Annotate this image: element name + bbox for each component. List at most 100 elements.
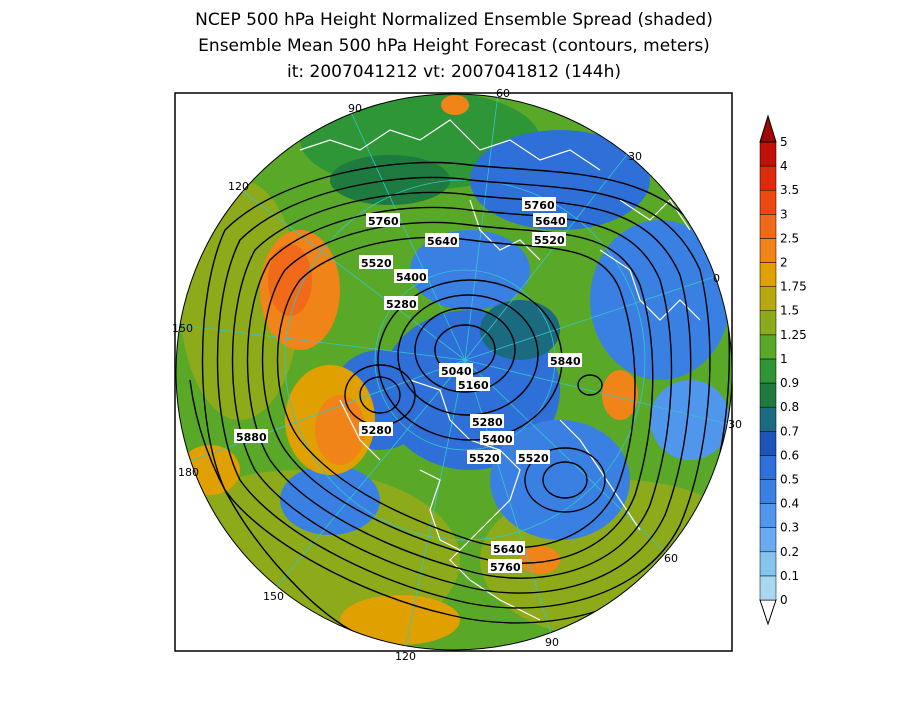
svg-text:5640: 5640 bbox=[493, 543, 524, 556]
contour-label: 5760 bbox=[488, 559, 522, 574]
contour-label: 5040 bbox=[439, 363, 473, 378]
contour-label: 5640 bbox=[533, 213, 567, 228]
contour-label: 5640 bbox=[491, 541, 525, 556]
colorbar-bin bbox=[759, 503, 777, 528]
lon-label: 30 bbox=[628, 150, 642, 163]
colorbar-tick-label: 4 bbox=[780, 159, 788, 173]
colorbar-lower-triangle bbox=[759, 599, 777, 626]
contour-label: 5400 bbox=[394, 269, 428, 284]
colorbar-tick-label: 1.5 bbox=[780, 304, 799, 318]
lon-label: 120 bbox=[395, 650, 416, 663]
colorbar-tick-label: 3 bbox=[780, 207, 788, 221]
contour-label: 5280 bbox=[470, 414, 504, 429]
colorbar-tick-label: 2 bbox=[780, 256, 788, 270]
colorbar-tick-label: 0.3 bbox=[780, 521, 799, 535]
lon-label: 30 bbox=[728, 418, 742, 431]
colorbar-bin bbox=[759, 189, 777, 215]
title-line-1: NCEP 500 hPa Height Normalized Ensemble … bbox=[195, 10, 713, 30]
lon-label: 0 bbox=[713, 272, 720, 285]
colorbar-bin bbox=[759, 431, 777, 456]
colorbar-bin bbox=[759, 479, 777, 504]
contour-label: 5880 bbox=[234, 429, 268, 444]
colorbar-bin bbox=[759, 358, 777, 384]
colorbar-tick-label: 0.5 bbox=[780, 472, 799, 486]
svg-text:5400: 5400 bbox=[396, 271, 427, 284]
graticule bbox=[177, 94, 732, 650]
lon-label: 90 bbox=[545, 636, 559, 649]
svg-text:5880: 5880 bbox=[236, 431, 267, 444]
svg-text:5640: 5640 bbox=[535, 215, 566, 228]
contour-label: 5520 bbox=[516, 450, 550, 465]
title-line-3: it: 2007041212 vt: 2007041812 (144h) bbox=[287, 62, 621, 82]
svg-text:5520: 5520 bbox=[518, 452, 549, 465]
contour-label: 5160 bbox=[456, 377, 490, 392]
svg-text:5760: 5760 bbox=[490, 561, 521, 574]
colorbar: 0 0.1 0.2 0.3 0.4 0.5 0.6 0.7 0.8 0.9 1 1.25 1.5 1.75… bbox=[759, 114, 807, 626]
contour-label: 5760 bbox=[522, 197, 556, 212]
colorbar-bin bbox=[759, 214, 777, 239]
colorbar-tick-label: 1.25 bbox=[780, 328, 807, 342]
contour-label: 5760 bbox=[366, 213, 400, 228]
colorbar-tick-label: 1 bbox=[780, 352, 788, 366]
colorbar-bin bbox=[759, 141, 777, 167]
svg-text:5280: 5280 bbox=[472, 416, 503, 429]
colorbar-bin bbox=[759, 455, 777, 480]
svg-text:5840: 5840 bbox=[550, 355, 581, 368]
colorbar-tick-label: 0.1 bbox=[780, 569, 799, 583]
svg-text:5760: 5760 bbox=[368, 215, 399, 228]
lon-label: 150 bbox=[263, 590, 284, 603]
lon-label: 90 bbox=[348, 102, 362, 115]
svg-text:5520: 5520 bbox=[361, 257, 392, 270]
contour-labels: 5760 5640 5520 5760 5640 5520 5400 5280 … bbox=[234, 197, 582, 574]
svg-text:5280: 5280 bbox=[361, 424, 392, 437]
colorbar-tick-label: 1.75 bbox=[780, 280, 807, 294]
svg-text:5160: 5160 bbox=[458, 379, 489, 392]
lon-label: 120 bbox=[228, 180, 249, 193]
svg-text:5280: 5280 bbox=[386, 298, 417, 311]
contour-label: 5520 bbox=[359, 255, 393, 270]
colorbar-upper-triangle bbox=[759, 114, 777, 143]
colorbar-bin bbox=[759, 310, 777, 336]
longitude-labels: 60 30 0 30 60 90 120 150 180 150 120 90 bbox=[172, 87, 742, 663]
colorbar-bin bbox=[759, 382, 777, 408]
map-disk-outline bbox=[175, 93, 733, 651]
colorbar-tick-label: 0.6 bbox=[780, 448, 799, 462]
contour-label: 5520 bbox=[532, 232, 566, 247]
lon-label: 60 bbox=[496, 87, 510, 100]
svg-text:5640: 5640 bbox=[427, 235, 458, 248]
colorbar-bin bbox=[759, 334, 777, 360]
colorbar-tick-label: 0.4 bbox=[780, 497, 799, 511]
colorbar-tick-label: 5 bbox=[780, 135, 788, 149]
contour-label: 5520 bbox=[467, 450, 501, 465]
contour-label: 5840 bbox=[548, 353, 582, 368]
colorbar-bin bbox=[759, 406, 777, 432]
colorbar-bin bbox=[759, 527, 777, 553]
svg-text:5040: 5040 bbox=[441, 365, 472, 378]
colorbar-tick-label: 0 bbox=[780, 593, 788, 607]
colorbar-tick-label: 0.9 bbox=[780, 376, 799, 390]
lon-label: 60 bbox=[664, 552, 678, 565]
colorbar-tick-label: 0.8 bbox=[780, 400, 799, 414]
lon-label: 150 bbox=[172, 322, 193, 335]
colorbar-bin bbox=[759, 238, 777, 263]
colorbar-bin bbox=[759, 262, 777, 287]
colorbar-tick-label: 3.5 bbox=[780, 183, 799, 197]
colorbar-bin bbox=[759, 165, 777, 191]
title-line-2: Ensemble Mean 500 hPa Height Forecast (c… bbox=[198, 36, 710, 56]
colorbar-tick-label: 2.5 bbox=[780, 231, 799, 245]
colorbar-bin bbox=[759, 286, 777, 311]
contour-label: 5280 bbox=[384, 296, 418, 311]
lon-label: 180 bbox=[178, 466, 199, 479]
contour-label: 5640 bbox=[425, 233, 459, 248]
contour-label: 5280 bbox=[359, 422, 393, 437]
colorbar-bin bbox=[759, 575, 777, 601]
coastlines bbox=[299, 119, 701, 621]
colorbar-tick-label: 0.2 bbox=[780, 545, 799, 559]
svg-text:5400: 5400 bbox=[482, 433, 513, 446]
svg-text:5520: 5520 bbox=[534, 234, 565, 247]
contour-label: 5400 bbox=[480, 431, 514, 446]
colorbar-bin bbox=[759, 551, 777, 577]
svg-text:5520: 5520 bbox=[469, 452, 500, 465]
svg-text:5760: 5760 bbox=[524, 199, 555, 212]
